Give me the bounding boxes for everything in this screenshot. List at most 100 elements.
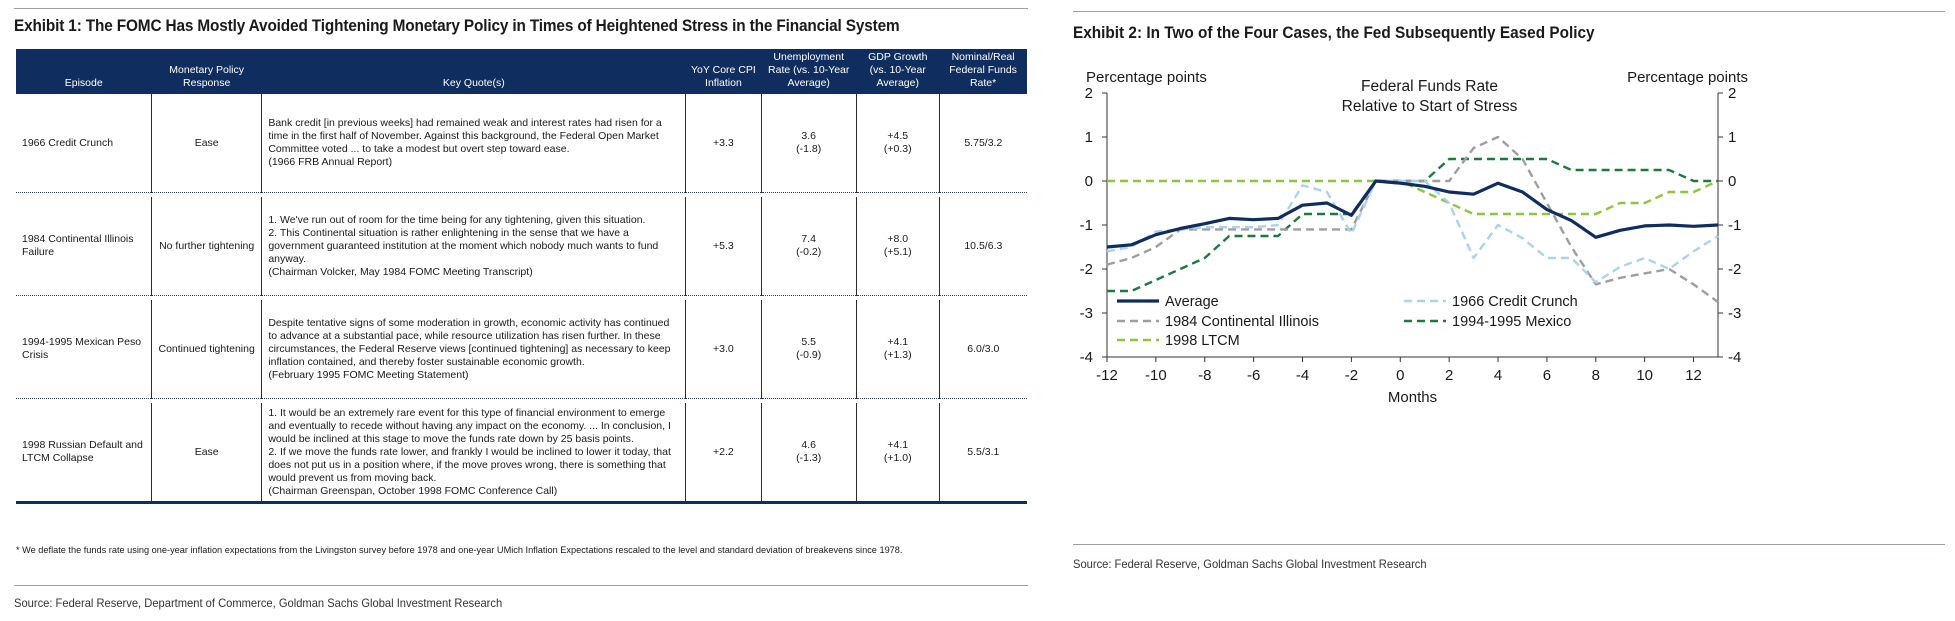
exhibit-2-title: Exhibit 2: In Two of the Four Cases, the… [1073,24,1595,42]
x-tick-label: -8 [1198,367,1211,384]
y-tick-label-left: -2 [1080,261,1093,278]
cell-episode: 1984 Continental Illinois Failure [16,197,152,296]
table-header-row: Episode Monetary Policy Response Key Quo… [16,49,1027,94]
cell-quote: 1. We've run out of room for the time be… [261,197,686,296]
legend-label: 1994-1995 Mexico [1452,314,1571,330]
header-unemployment: Unemployment Rate (vs. 10-Year Average) [761,49,857,94]
exhibit-2: Exhibit 2: In Two of the Four Cases, the… [1073,0,1945,621]
header-gdp: GDP Growth (vs. 10-Year Average) [856,49,940,94]
legend-label: 1998 LTCM [1165,333,1240,349]
gdp-vs-avg: (+1.0) [883,452,912,464]
x-tick-label: -6 [1247,367,1260,384]
gdp-value: +8.0 [887,233,909,245]
exhibit-1-source: Source: Federal Reserve, Department of C… [14,596,503,610]
x-tick-label: 2 [1445,367,1453,384]
y-tick-label-right: 2 [1728,85,1736,102]
chart-title: Federal Funds Rate Relative to Start of S… [1342,78,1518,115]
unemployment-value: 7.4 [801,233,817,245]
y-tick-label-right: -1 [1728,217,1741,234]
cell-funds-rate: 5.75/3.2 [938,94,1027,193]
fed-funds-line-chart: -4 -4-3 -3-2 -2-1 -10 01 12 2-12 -10 -8 -6 -4 -2 0 2 4 6… [1080,70,1748,406]
cell-gdp: +4.5 (+0.3) [855,94,940,193]
cell-episode: 1994-1995 Mexican Peso Crisis [16,300,152,399]
unemployment-value: 5.5 [801,336,817,348]
y-tick-label-right: -4 [1728,349,1741,366]
gdp-vs-avg: (+1.3) [883,349,912,361]
table-row: 1994-1995 Mexican Peso Crisis Continued t… [16,300,1027,399]
cell-unemployment: 7.4 (-0.2) [760,197,857,296]
legend-label: 1984 Continental Illinois [1165,314,1319,330]
cell-cpi: +3.0 [685,300,762,399]
y-tick-label-left: -1 [1080,217,1093,234]
top-rule [14,8,1028,9]
y-tick-label-right: -3 [1728,305,1741,322]
quote-line: (1966 FRB Annual Report) [268,156,393,168]
header-funds-rate: Nominal/Real Federal Funds Rate* [939,49,1027,94]
cell-response: Ease [150,94,262,193]
gdp-vs-avg: (+0.3) [883,143,912,155]
unemployment-vs-avg: (-1.3) [796,452,822,464]
table-row: 1984 Continental Illinois Failure No furt… [16,197,1027,296]
x-tick-label: 0 [1396,367,1404,384]
fomc-episodes-table: Episode Monetary Policy Response Key Quo… [16,49,1027,504]
cell-response: Ease [150,403,262,504]
x-tick-label: -4 [1296,367,1309,384]
series-line-1984-continental-illinois [1106,135,1719,303]
gdp-value: +4.5 [887,130,909,142]
source-rule [14,585,1028,586]
cell-response: No further tightening [150,197,262,296]
legend-label: Average [1165,294,1219,310]
source-rule [1073,544,1945,545]
cell-quote: Despite tentative signs of some moderati… [261,300,686,399]
cell-gdp: +4.1 (+1.3) [855,300,940,399]
x-tick-label: 4 [1494,367,1502,384]
header-quote: Key Quote(s) [261,49,686,94]
cell-episode: 1966 Credit Crunch [16,94,152,193]
cell-quote: 1. It would be an extremely rare event f… [261,403,686,504]
quote-line: Despite tentative signs of some moderati… [268,316,671,368]
y-tick-label-right: -2 [1728,261,1741,278]
series-line-1998-ltcm [1107,179,1719,216]
y-tick-label-left: -3 [1080,305,1093,322]
gdp-value: +4.1 [887,336,909,348]
cell-unemployment: 5.5 (-0.9) [760,300,857,399]
cell-funds-rate: 6.0/3.0 [938,300,1027,399]
x-tick-label: 8 [1592,367,1600,384]
y-tick-label-right: 0 [1728,173,1736,190]
series-line-1966-credit-crunch [1106,179,1719,284]
gdp-value: +4.1 [887,439,909,451]
exhibit-2-source: Source: Federal Reserve, Goldman Sachs G… [1073,557,1427,571]
x-tick-label: -2 [1345,367,1358,384]
footnote: * We deflate the funds rate using one-ye… [16,545,903,555]
unemployment-vs-avg: (-0.2) [796,246,822,258]
header-response: Monetary Policy Response [151,49,262,94]
chart-title-line: Federal Funds Rate [1361,78,1498,95]
y-axis-label-right: Percentage points [1627,70,1748,86]
exhibit-1: Exhibit 1: The FOMC Has Mostly Avoided T… [14,0,1028,621]
quote-line: 1. It would be an extremely rare event f… [268,406,671,445]
quote-line: 1. We've run out of room for the time be… [268,213,646,226]
quote-line: Bank credit [in previous weeks] had rema… [268,117,662,155]
series-line-1994-1995-mexico [1107,157,1718,293]
quote-line: 2. If we move the funds rate lower, and … [268,445,671,484]
cell-cpi: +2.2 [685,403,762,504]
chart-title-line: Relative to Start of Stress [1342,98,1518,115]
series-line-average [1106,179,1719,249]
y-tick-label-left: 0 [1085,173,1093,190]
unemployment-vs-avg: (-0.9) [796,349,822,361]
x-tick-label: 6 [1543,367,1551,384]
top-rule [1073,11,1945,12]
cell-response: Continued tightening [150,300,262,399]
table-row: 1966 Credit Crunch Ease Bank credit [in pr… [16,94,1027,193]
quote-line: (February 1995 FOMC Meeting Statement) [268,368,469,381]
exhibit-1-title: Exhibit 1: The FOMC Has Mostly Avoided T… [14,17,900,35]
cell-episode: 1998 Russian Default and LTCM Collapse [16,403,152,504]
y-tick-label-left: 1 [1085,129,1093,146]
x-axis-label: Months [1388,389,1437,406]
unemployment-value: 4.6 [801,439,817,451]
y-tick-label-left: -4 [1080,349,1093,366]
table-row: 1998 Russian Default and LTCM Collapse Ea… [16,403,1027,504]
y-tick-label-left: 2 [1085,85,1093,102]
cell-cpi: +3.3 [685,94,762,193]
gdp-vs-avg: (+5.1) [883,246,912,258]
